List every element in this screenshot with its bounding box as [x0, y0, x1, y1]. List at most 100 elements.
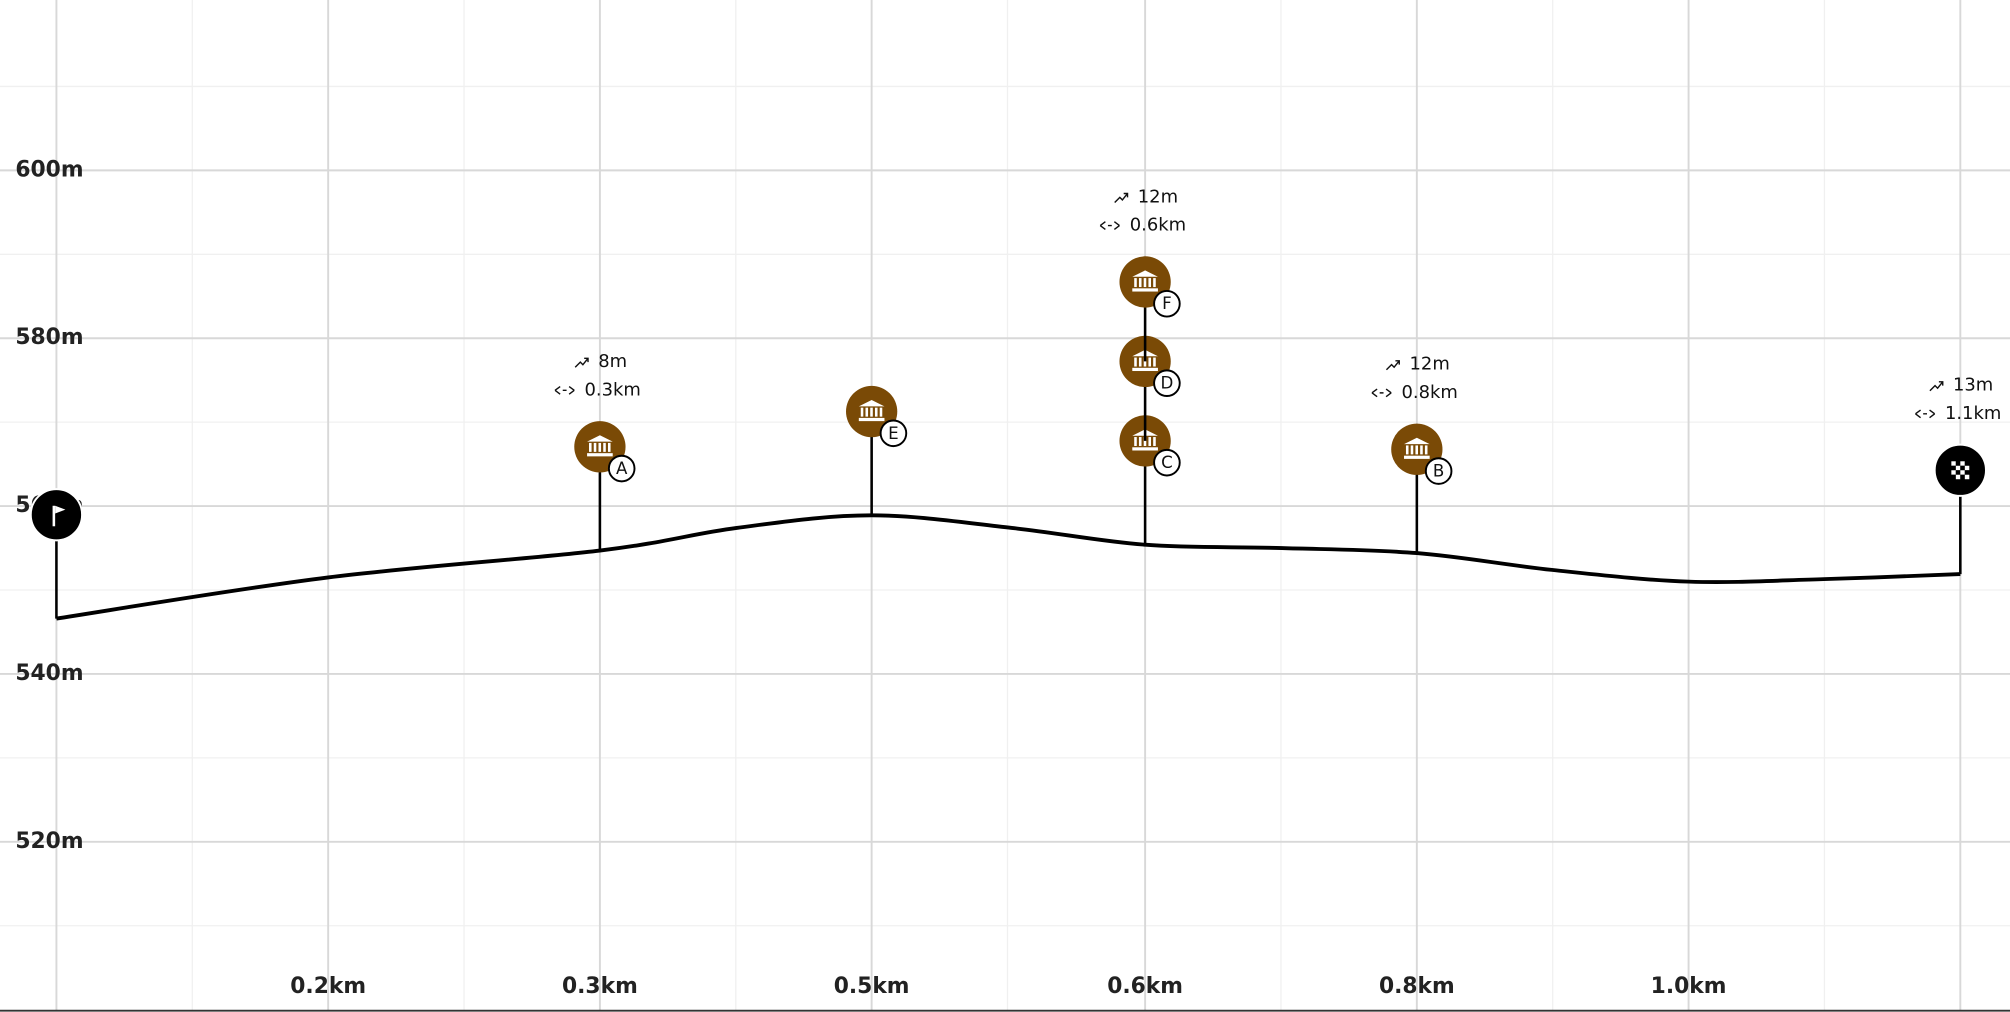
museum-column	[1148, 278, 1152, 288]
start-marker-circle	[29, 488, 84, 542]
museum-column	[1134, 278, 1137, 288]
museum-column	[589, 442, 592, 452]
stats-annotation: 8m 0.3km	[554, 351, 641, 400]
checker-square	[1964, 470, 1970, 475]
checker-square	[1951, 474, 1956, 480]
checker-square	[1955, 465, 1961, 471]
x-tick-label: 0.6km	[1107, 974, 1183, 999]
stats-annotation: 12m 0.6km	[1099, 186, 1186, 236]
museum-column	[860, 407, 864, 417]
museum-column	[593, 442, 597, 452]
museum-roof	[1132, 270, 1158, 277]
museum-base	[1132, 288, 1158, 292]
museum-column	[874, 407, 878, 417]
museum-column	[1143, 437, 1147, 447]
gain-icon	[1385, 360, 1400, 371]
x-tick-label: 0.3km	[562, 974, 638, 999]
museum-column	[1424, 445, 1428, 455]
waypoint-marker: C	[1119, 415, 1181, 477]
waypoint-badge	[1424, 457, 1453, 485]
distance-icon	[1371, 388, 1392, 398]
waypoint-marker: E	[846, 385, 908, 448]
x-tick-label: 1.0km	[1651, 974, 1727, 999]
waypoint-badge	[1153, 448, 1181, 477]
museum-column	[1415, 445, 1419, 455]
checker-square	[1964, 461, 1970, 466]
stats-annotation: 13m 1.1km	[1915, 375, 2001, 424]
waypoint-marker: A	[574, 421, 636, 483]
museum-column	[1405, 445, 1409, 455]
museum-column	[1153, 357, 1156, 367]
checker-square	[1964, 465, 1970, 471]
checker-square	[1951, 465, 1956, 471]
waypoint-marker: B	[1391, 423, 1453, 485]
waypoint-badge	[1153, 289, 1181, 318]
museum-column	[879, 407, 883, 417]
gain-icon	[574, 357, 589, 368]
museum-column	[1143, 278, 1147, 288]
museum-column	[603, 442, 606, 452]
gain-label: 8m	[598, 351, 627, 372]
museum-roof	[587, 435, 613, 442]
museum-column	[1420, 445, 1423, 455]
museum-column	[1138, 357, 1142, 367]
museum-base	[1132, 447, 1158, 451]
checker-square	[1960, 474, 1965, 480]
museum-base	[858, 417, 885, 422]
checker-square	[1960, 465, 1965, 471]
museum-column	[1134, 437, 1137, 447]
distance-label: 0.8km	[1401, 382, 1457, 403]
distance-label: 0.6km	[1130, 215, 1186, 236]
waypoint-label: D	[1160, 374, 1173, 393]
gain-icon	[1929, 381, 1944, 392]
museum-column	[1148, 357, 1152, 367]
start-marker	[29, 488, 84, 542]
gain-label: 13m	[1953, 375, 1993, 396]
waypoint-label: C	[1161, 453, 1173, 472]
y-tick-label: 600m	[15, 157, 83, 182]
x-tick-label: 0.8km	[1379, 974, 1455, 999]
elevation-line	[56, 513, 1961, 621]
gain-label: 12m	[1138, 186, 1178, 207]
distance-icon	[554, 385, 575, 395]
waypoint-label: E	[888, 424, 899, 443]
x-tick-label: 0.2km	[290, 974, 366, 999]
x-tick-label: 0.5km	[834, 974, 910, 999]
waypoint-label: A	[616, 459, 628, 478]
checker-square	[1955, 461, 1961, 466]
museum-column	[1134, 357, 1137, 367]
distance-icon	[1915, 409, 1936, 419]
distance-label: 0.3km	[585, 379, 641, 400]
waypoint-badge	[1153, 369, 1181, 397]
checker-square	[1955, 474, 1961, 480]
stats-annotation: 12m 0.8km	[1371, 354, 1458, 403]
waypoint-marker: D	[1119, 335, 1181, 397]
finish-marker	[1933, 443, 1987, 497]
museum-column	[1138, 278, 1142, 288]
checker-square	[1951, 461, 1956, 466]
museum-column	[1148, 437, 1152, 447]
y-tick-label: 520m	[15, 829, 83, 854]
waypoint-badge	[879, 419, 908, 448]
museum-roof	[858, 399, 885, 407]
museum-base	[587, 453, 613, 457]
flag-cloth	[55, 505, 66, 514]
distance-icon	[1099, 221, 1120, 230]
museum-column	[1138, 437, 1142, 447]
gain-label: 12m	[1410, 354, 1450, 375]
museum-column	[865, 407, 869, 417]
museum-base	[1404, 455, 1430, 459]
plot-layer	[56, 513, 1961, 621]
y-tick-label: 580m	[15, 325, 83, 350]
checker-square	[1955, 470, 1961, 475]
waypoint-marker: F	[1119, 256, 1181, 318]
museum-column	[1143, 357, 1147, 367]
waypoint-label: F	[1162, 294, 1172, 313]
gain-icon	[1114, 192, 1129, 203]
checker-square	[1960, 461, 1965, 466]
museum-column	[1410, 445, 1414, 455]
distance-label: 1.1km	[1945, 403, 2001, 424]
y-tick-label: 540m	[15, 661, 83, 686]
